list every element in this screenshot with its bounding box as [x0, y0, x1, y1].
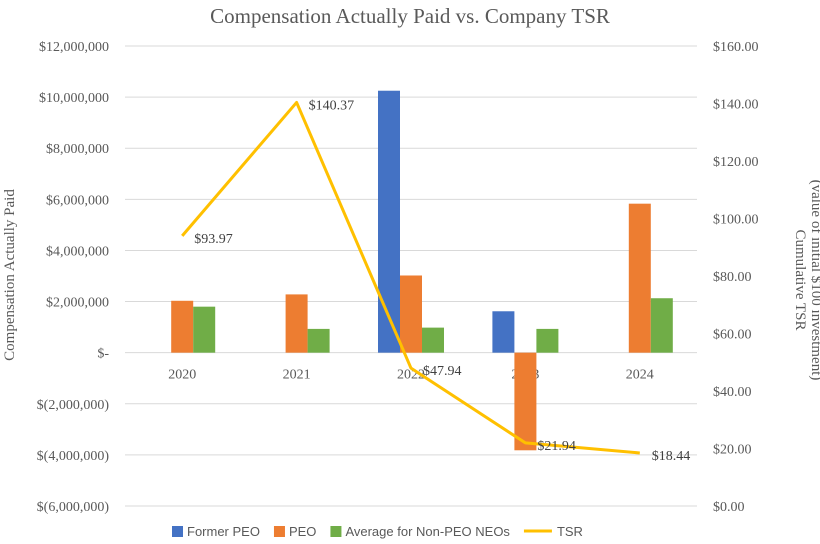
tsr-data-label: $47.94 — [423, 364, 462, 379]
bar-peo — [514, 352, 537, 451]
bar-former-peo — [492, 311, 515, 353]
x-tick-label: 2020 — [168, 368, 196, 383]
y-tick-label: $10,000,000 — [39, 91, 109, 106]
y2-axis-title-line2: (value of initial $100 investment) — [808, 180, 820, 381]
tsr-data-label: $18.44 — [652, 449, 691, 464]
legend-label-average-for-non-peo-neos: Average for Non-PEO NEOs — [345, 524, 510, 539]
y2-tick-label: $60.00 — [713, 328, 752, 343]
y2-tick-label: $120.00 — [713, 155, 759, 170]
bar-average-for-non-peo-neos — [536, 328, 559, 353]
tsr-line — [181, 100, 640, 455]
bar-peo — [171, 300, 194, 353]
y-tick-label: $12,000,000 — [39, 40, 109, 55]
y2-tick-label: $80.00 — [713, 270, 752, 285]
y-tick-label: $- — [97, 347, 109, 362]
x-tick-label: 2021 — [283, 368, 311, 383]
bar-average-for-non-peo-neos — [650, 298, 673, 353]
y-tick-label: $(6,000,000) — [37, 500, 110, 515]
tsr-data-label: $93.97 — [194, 232, 233, 247]
legend-label-former-peo: Former PEO — [187, 524, 260, 539]
y-axis-title: Compensation Actually Paid — [2, 189, 18, 361]
legend-swatch-former-peo — [172, 526, 183, 537]
bar-former-peo — [378, 90, 400, 353]
y-tick-label: $2,000,000 — [46, 296, 109, 311]
legend-swatch-average-for-non-peo-neos — [330, 526, 342, 537]
y2-axis-title-line1: Cumulative TSR — [792, 230, 808, 331]
chart-title: Compensation Actually Paid vs. Company T… — [210, 4, 610, 28]
bars — [171, 90, 673, 451]
y-tick-label: $(2,000,000) — [37, 398, 110, 413]
bar-average-for-non-peo-neos — [422, 327, 444, 353]
tsr-data-label: $21.94 — [537, 439, 576, 454]
y-tick-label: $(4,000,000) — [37, 449, 110, 464]
bar-average-for-non-peo-neos — [193, 306, 216, 353]
legend: Former PEO PEO Average for Non-PEO NEOs TSR — [172, 524, 583, 539]
legend-label-tsr: TSR — [557, 524, 583, 539]
y2-tick-label: $160.00 — [713, 40, 759, 55]
y2-tick-label: $20.00 — [713, 443, 752, 458]
y2-tick-label: $140.00 — [713, 98, 759, 113]
bar-average-for-non-peo-neos — [307, 328, 330, 353]
y2-tick-label: $0.00 — [713, 500, 745, 515]
y2-tick-label: $40.00 — [713, 385, 752, 400]
legend-swatch-peo — [273, 526, 285, 537]
bar-peo — [400, 275, 422, 353]
y-tick-label: $4,000,000 — [46, 244, 109, 259]
legend-label-peo: PEO — [289, 524, 316, 539]
y2-tick-label: $100.00 — [713, 213, 759, 228]
bar-peo — [285, 294, 308, 353]
y-tick-label: $8,000,000 — [46, 142, 109, 157]
bar-peo — [628, 203, 651, 353]
y-tick-label: $6,000,000 — [46, 193, 109, 208]
tsr-data-label: $140.37 — [309, 98, 355, 113]
x-tick-label: 2024 — [626, 368, 654, 383]
